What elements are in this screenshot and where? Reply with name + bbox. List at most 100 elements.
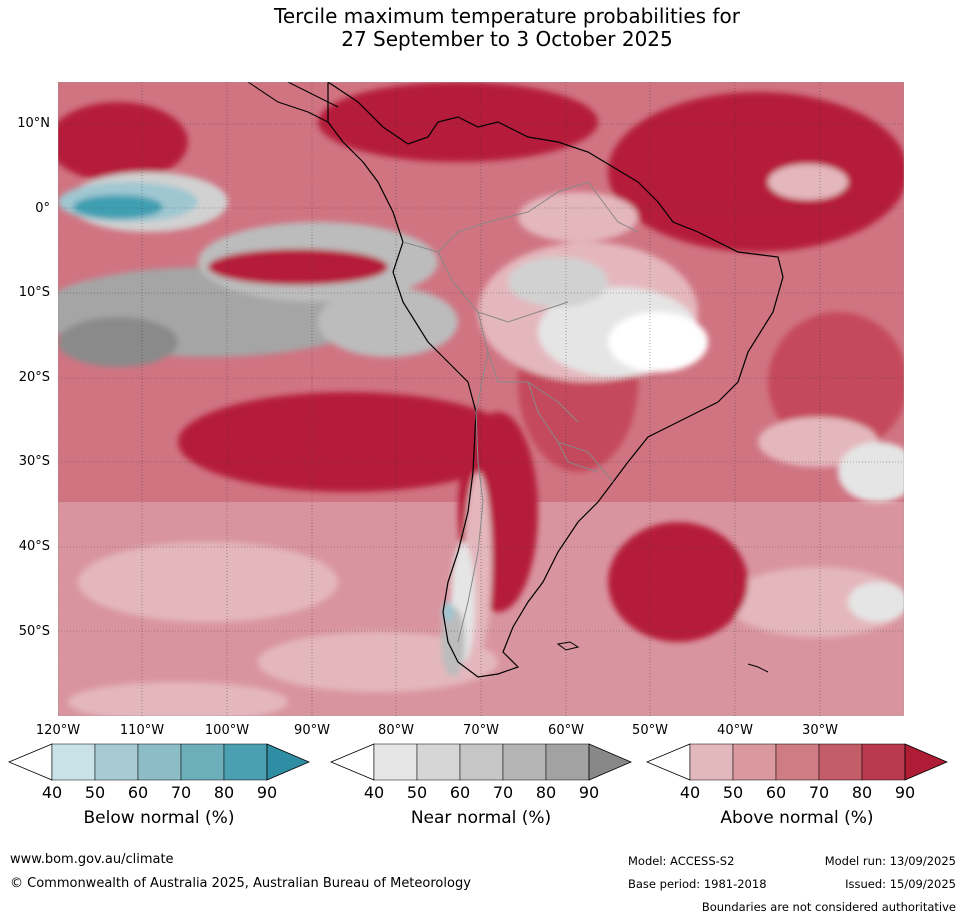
tick-label: 90 [578, 783, 600, 802]
colorbar-near-low-arrow [330, 743, 375, 781]
lon-label: 70°W [463, 723, 499, 738]
region-near-normal [58, 317, 178, 367]
colorbar-above-segment [775, 743, 820, 781]
lon-label: 30°W [802, 723, 838, 738]
lon-label: 110°W [119, 723, 165, 738]
colorbar-below-segment [137, 743, 182, 781]
probability-map [58, 82, 904, 716]
tick-label: 60 [449, 783, 471, 802]
model-run: Model run: 13/09/2025 [824, 854, 956, 868]
region-atlantic-patch [848, 582, 904, 622]
colorbar-below-segment [223, 743, 268, 781]
tick-label: 40 [41, 783, 63, 802]
tick-label: 80 [213, 783, 235, 802]
tick-label: 80 [535, 783, 557, 802]
tick-label: 40 [363, 783, 385, 802]
region-above-90 [608, 522, 748, 642]
colorbar-above-title: Above normal (%) [720, 808, 874, 828]
lon-label: 120°W [35, 723, 81, 738]
chart-title: Tercile maximum temperature probabilitie… [0, 5, 965, 51]
lat-label: 50°S [18, 624, 50, 639]
region-brazil-neutral [608, 312, 708, 372]
boundary-disclaimer: Boundaries are not considered authoritat… [701, 900, 956, 914]
lon-label: 50°W [632, 723, 668, 738]
base-period: Base period: 1981-2018 [628, 877, 767, 891]
lat-label: 10°N [17, 116, 50, 131]
title-line-2: 27 September to 3 October 2025 [341, 27, 673, 51]
lon-label: 40°W [717, 723, 753, 738]
region-south-patch [68, 682, 288, 716]
tick-label: 40 [679, 783, 701, 802]
colorbar-near-segment [459, 743, 504, 781]
lon-label: 80°W [378, 723, 414, 738]
tick-label: 60 [127, 783, 149, 802]
region-below-normal [73, 195, 163, 219]
colorbar-above-segment [732, 743, 777, 781]
colorbar-below-high-arrow [266, 743, 310, 781]
colorbar-below-segment [180, 743, 225, 781]
colorbar-near-segment [502, 743, 547, 781]
region-above-90 [318, 82, 598, 162]
issued-date: Issued: 15/09/2025 [845, 877, 956, 891]
region-south-patch [78, 542, 338, 622]
colorbar-above-low-arrow [646, 743, 691, 781]
country-borders [402, 181, 639, 643]
tick-label: 80 [851, 783, 873, 802]
tick-label: 70 [492, 783, 514, 802]
region-south-patch [578, 657, 818, 707]
colorbar-below-title: Below normal (%) [83, 808, 235, 828]
region-above-90 [58, 102, 188, 182]
tick-label: 70 [170, 783, 192, 802]
graticule [58, 82, 904, 716]
website-link[interactable]: www.bom.gov.au/climate [10, 852, 174, 867]
tick-label: 50 [406, 783, 428, 802]
region-south-patch [728, 567, 904, 637]
title-line-1: Tercile maximum temperature probabilitie… [274, 4, 740, 28]
colorbar-near-segment [373, 743, 418, 781]
colorbar-near [330, 743, 632, 781]
region-atlantic-patch [838, 442, 904, 502]
region-above-90 [178, 392, 518, 492]
region-south-patch [258, 632, 498, 692]
colorbar-above-segment [689, 743, 734, 781]
south-america-coastline [327, 82, 784, 678]
central-america-coastline [247, 82, 339, 123]
tick-label: 90 [256, 783, 278, 802]
copyright-text: © Commonwealth of Australia 2025, Austra… [10, 876, 471, 891]
colorbar-near-segment [545, 743, 590, 781]
colorbar-above-segment [861, 743, 906, 781]
south-georgia-island [747, 663, 769, 673]
tick-label: 60 [765, 783, 787, 802]
lon-label: 60°W [548, 723, 584, 738]
tick-label: 70 [808, 783, 830, 802]
region-brazil-neutral [508, 257, 608, 307]
falklands-island [556, 641, 580, 651]
lat-label: 0° [35, 201, 50, 216]
region-near-normal [318, 287, 458, 357]
tick-label: 50 [722, 783, 744, 802]
tick-label: 50 [84, 783, 106, 802]
colorbar-near-segment [416, 743, 461, 781]
region-brazil-neutral [518, 192, 638, 242]
region-above-90 [768, 312, 904, 452]
colorbar-below-segment [94, 743, 139, 781]
lon-label: 90°W [294, 723, 330, 738]
lon-label: 100°W [204, 723, 250, 738]
model-name: Model: ACCESS-S2 [628, 854, 735, 868]
colorbar-near-high-arrow [588, 743, 632, 781]
colorbar-above-segment [818, 743, 863, 781]
region-above-90 [208, 249, 388, 285]
region-above-90 [608, 92, 904, 252]
colorbar-above [646, 743, 948, 781]
tick-label: 90 [894, 783, 916, 802]
colorbar-above-high-arrow [904, 743, 948, 781]
lat-label: 40°S [18, 539, 50, 554]
colorbar-below [8, 743, 310, 781]
region-andes [441, 607, 465, 677]
colorbar-below-low-arrow [8, 743, 53, 781]
lat-label: 20°S [18, 370, 50, 385]
colorbar-near-title: Near normal (%) [410, 808, 552, 828]
colorbar-below-segment [51, 743, 96, 781]
region-andes [442, 602, 454, 622]
lat-label: 10°S [18, 285, 50, 300]
